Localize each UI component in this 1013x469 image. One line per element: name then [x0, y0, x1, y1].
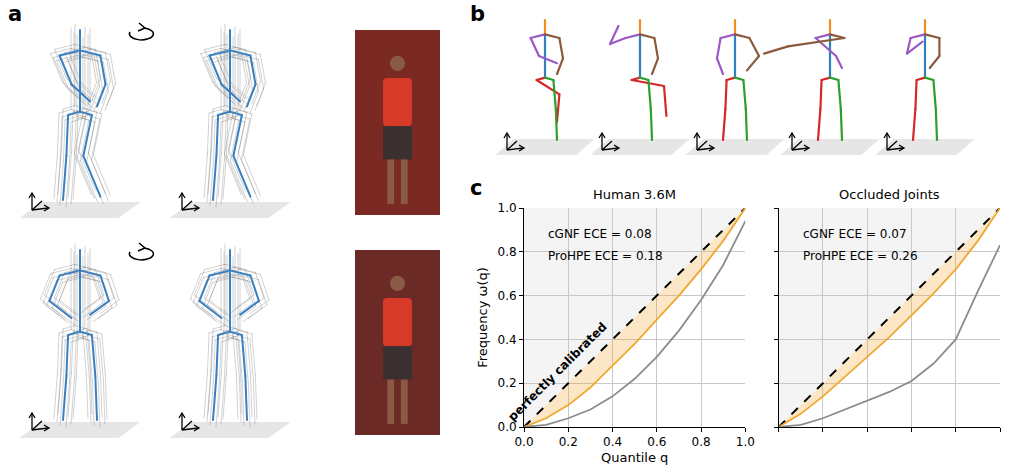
- svg-text:Human 3.6M: Human 3.6M: [593, 187, 676, 202]
- svg-text:Quantile q: Quantile q: [601, 450, 668, 465]
- svg-text:1.0: 1.0: [498, 201, 517, 215]
- html-text:b: b: [470, 2, 485, 26]
- svg-text:cGNF ECE = 0.08: cGNF ECE = 0.08: [548, 227, 652, 241]
- svg-text:0.4: 0.4: [603, 435, 622, 449]
- svg-text:perfectly calibrated: perfectly calibrated: [505, 320, 609, 424]
- svg-text:0.8: 0.8: [692, 435, 711, 449]
- svg-text:0.6: 0.6: [498, 289, 517, 303]
- svg-text:0.0: 0.0: [498, 420, 517, 434]
- svg-text:Frequency ω(q): Frequency ω(q): [475, 267, 490, 368]
- svg-text:ProHPE ECE = 0.18: ProHPE ECE = 0.18: [548, 249, 663, 263]
- svg-text:1.0: 1.0: [736, 435, 755, 449]
- svg-text:0.2: 0.2: [498, 376, 517, 390]
- svg-text:cGNF ECE = 0.07: cGNF ECE = 0.07: [803, 227, 907, 241]
- svg-text:Occluded Joints: Occluded Joints: [839, 187, 940, 202]
- svg-text:0.8: 0.8: [498, 245, 517, 259]
- svg-text:0.6: 0.6: [647, 435, 666, 449]
- svg-text:0.2: 0.2: [559, 435, 578, 449]
- html-text:a: a: [8, 2, 23, 26]
- html-text:c: c: [470, 176, 483, 200]
- svg-text:0.0: 0.0: [514, 435, 533, 449]
- svg-text:ProHPE ECE = 0.26: ProHPE ECE = 0.26: [803, 249, 918, 263]
- svg-text:0.4: 0.4: [498, 333, 517, 347]
